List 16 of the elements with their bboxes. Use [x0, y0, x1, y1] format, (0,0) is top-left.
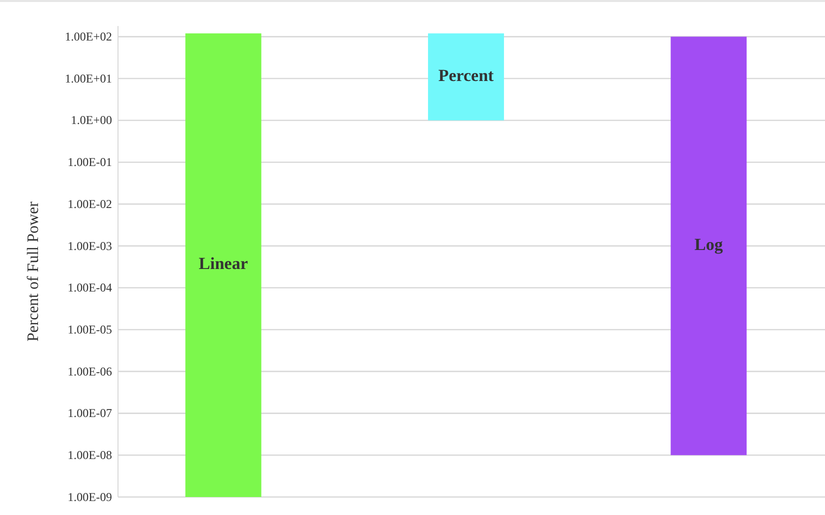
y-tick-label: 1.00E+01 [64, 71, 112, 86]
y-tick-label: 1.00E-05 [68, 322, 112, 336]
y-axis-title: Percent of Full Power [25, 200, 42, 342]
y-tick-label: 1.00E-08 [68, 448, 112, 462]
y-tick-label: 1.00E-02 [68, 196, 112, 211]
y-tick-label: 1.0E+00 [70, 113, 112, 128]
y-tick-label: 1.00E-06 [68, 364, 112, 378]
y-tick-label: 1.00E-01 [68, 155, 112, 170]
x-tick-label: Log [694, 234, 724, 254]
y-tick-label: 1.00E-04 [68, 280, 112, 295]
y-tick-label: 1.00E+02 [64, 30, 112, 44]
y-tick-label: 1.00E-07 [68, 406, 112, 420]
x-tick-label: Percent [438, 66, 494, 85]
x-tick-label: Linear [198, 254, 248, 274]
y-tick-label: 1.00E-03 [68, 238, 112, 253]
y-tick-label: 1.00E-09 [68, 490, 112, 504]
